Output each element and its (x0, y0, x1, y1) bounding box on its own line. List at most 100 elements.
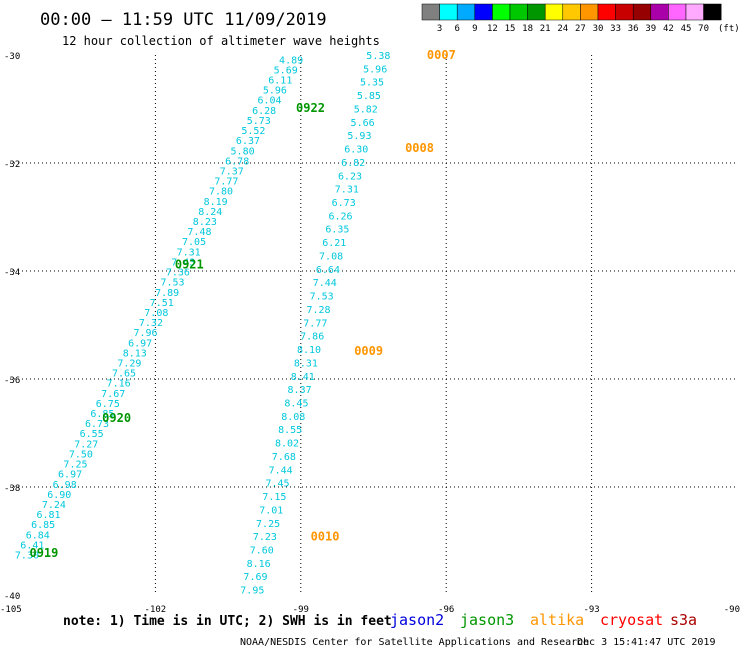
swh-value: 5.52 (241, 126, 265, 137)
swh-value: 7.15 (262, 492, 286, 503)
y-tick-label: -30 (4, 52, 20, 62)
swh-value: 7.67 (101, 389, 125, 400)
swh-value: 6.37 (236, 136, 260, 147)
swh-value: 5.80 (231, 146, 255, 157)
swh-value: 7.89 (155, 288, 179, 299)
chart-title: 00:00 – 11:59 UTC 11/09/2019 (40, 10, 327, 30)
y-tick-label: -32 (4, 160, 20, 170)
legend-swatch (492, 3, 511, 21)
pass-time-label: 0922 (296, 101, 325, 115)
satellite-legend: jason2 jason3 altika cryosat s3a (390, 611, 697, 629)
swh-value: 6.84 (26, 530, 50, 541)
swh-value: 8.10 (297, 345, 321, 356)
y-tick-label: -40 (4, 592, 20, 602)
legend-value: 15 (505, 24, 516, 34)
swh-value: 8.13 (123, 348, 147, 359)
swh-value: 5.96 (263, 86, 287, 97)
swh-value: 7.24 (42, 500, 66, 511)
swh-value: 7.53 (310, 292, 334, 303)
legend-value: 33 (610, 24, 621, 34)
swh-value: 7.45 (265, 479, 289, 490)
swh-value: 5.82 (354, 104, 378, 115)
swh-value: 7.30 (15, 551, 39, 562)
swh-value: 7.96 (134, 328, 158, 339)
swh-value: 5.96 (363, 64, 387, 75)
swh-value: 5.38 (366, 51, 390, 62)
legend-swatch (456, 3, 476, 21)
swh-value: 7.08 (144, 308, 168, 319)
swh-value: 7.50 (69, 449, 93, 460)
legend-value: 70 (698, 24, 709, 34)
swh-value: 7.86 (300, 332, 324, 343)
satellite-name: jason3 (460, 611, 514, 629)
legend-value: 6 (454, 24, 459, 34)
swh-value: 7.53 (160, 278, 184, 289)
pass-time-labels: 0922 0921 0920 0919 0007 0008 0009 0010 (29, 48, 455, 560)
legend-value: 18 (522, 24, 533, 34)
axis-tick-labels: -30 -32 -34 -36 -38 -40 -105 -102 -99 -96 -93 -90 (0, 52, 740, 615)
swh-value: 8.24 (198, 207, 222, 218)
swh-value: 8.37 (288, 385, 312, 396)
color-legend: 3 6 9 12 15 18 21 24 27 30 33 36 39 42 45 70 (ft) (421, 3, 740, 34)
legend-swatch (580, 3, 599, 21)
legend-swatch (544, 3, 564, 21)
swh-value: 7.95 (240, 586, 264, 597)
legend-value: 45 (681, 24, 692, 34)
swh-value: 6.85 (31, 520, 55, 531)
swh-value: 7.29 (117, 358, 141, 369)
legend-value: 12 (487, 24, 498, 34)
pass-time-label: 0007 (427, 48, 456, 62)
satellite-name: s3a (670, 611, 697, 629)
swh-value: 5.73 (247, 116, 271, 127)
swh-value: 6.73 (85, 419, 109, 430)
swh-value: 6.21 (322, 238, 346, 249)
swh-value: 6.81 (36, 510, 60, 521)
swh-value: 5.69 (274, 65, 298, 76)
pass-time-label: 0009 (354, 344, 383, 358)
swh-value: 6.23 (338, 171, 362, 182)
legend-value: 24 (557, 24, 568, 34)
swh-value: 6.82 (341, 158, 365, 169)
legend-value: 36 (628, 24, 639, 34)
y-tick-label: -34 (4, 268, 20, 278)
legend-swatch (474, 3, 493, 21)
pass-time-label: 0008 (405, 141, 434, 155)
swh-value: 8.19 (204, 197, 228, 208)
legend-swatch (439, 3, 458, 21)
swh-value: 7.28 (306, 305, 330, 316)
swh-value: 7.23 (253, 532, 277, 543)
legend-swatch (562, 3, 581, 21)
swh-value: 7.32 (139, 318, 163, 329)
swh-value: 6.78 (225, 156, 249, 167)
swh-value: 7.77 (214, 177, 238, 188)
legend-value: 9 (472, 24, 477, 34)
x-tick-label: -99 (293, 605, 309, 615)
pass-time-label: 0010 (311, 530, 340, 544)
swh-value: 7.77 (303, 318, 327, 329)
swh-value: 6.85 (90, 409, 114, 420)
swh-value: 8.31 (294, 358, 318, 369)
swh-value: 7.65 (112, 369, 136, 380)
swh-value: 5.93 (347, 131, 371, 142)
swh-value: 6.04 (257, 96, 281, 107)
swh-value: 4.89 (279, 55, 303, 66)
swh-value: 6.90 (47, 490, 71, 501)
swh-value: 7.44 (313, 278, 337, 289)
swh-value: 6.98 (53, 480, 77, 491)
swh-value: 7.68 (272, 452, 296, 463)
pass-time-label: 0921 (175, 258, 204, 272)
swh-value: 8.16 (247, 559, 271, 570)
legend-value: 3 (437, 24, 442, 34)
footer-credit: NOAA/NESDIS Center for Satellite Applica… (240, 637, 589, 648)
legend-value: 27 (575, 24, 586, 34)
grid-lines (10, 55, 737, 595)
legend-swatch (632, 3, 652, 21)
swh-value: 7.69 (243, 572, 267, 583)
swh-value: 7.25 (256, 519, 280, 530)
satellite-name: jason2 (390, 611, 444, 629)
swh-value: 5.85 (357, 91, 381, 102)
swh-value: 5.66 (351, 118, 375, 129)
x-tick-label: -96 (438, 605, 454, 615)
y-tick-label: -36 (4, 376, 20, 386)
swh-value: 6.30 (344, 145, 368, 156)
